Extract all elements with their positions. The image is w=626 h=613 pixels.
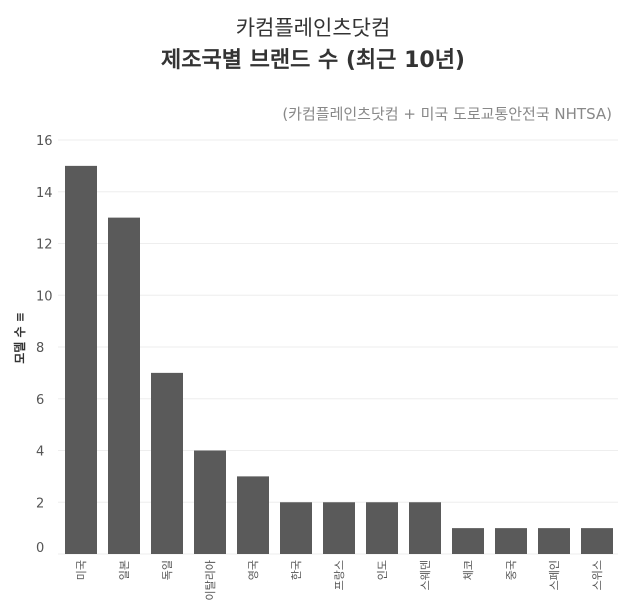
chart-source: (카컴플레인츠닷컴 + 미국 도로교통안전국 NHTSA)	[282, 105, 612, 123]
y-tick-label: 6	[36, 393, 44, 408]
y-tick-label: 4	[36, 445, 44, 460]
bar-5	[237, 476, 269, 554]
bar-12	[538, 528, 570, 554]
bar-10	[452, 528, 484, 554]
x-axis-ticks: 미국 일본 독일 이탈리아 영국 한국 프랑스 인도 스웨덴 체코 중국 스페인 스위스	[75, 560, 604, 600]
y-axis-label: 모델 수 ≡	[13, 312, 27, 364]
x-tick-label: 미국	[75, 560, 88, 580]
bars	[65, 165, 613, 554]
x-tick-label: 스웨덴	[419, 560, 432, 590]
y-tick-label: 16	[36, 134, 53, 149]
bar-3	[151, 372, 183, 554]
bar-11	[495, 528, 527, 554]
bar-13	[581, 528, 613, 554]
bar-4	[194, 450, 226, 554]
bar-6	[280, 502, 312, 554]
x-tick-label: 영국	[247, 560, 260, 580]
x-tick-label: 이탈리아	[204, 560, 217, 600]
grid-lines	[58, 139, 618, 555]
chart-title: 제조국별 브랜드 수 (최근 10년)	[160, 48, 465, 73]
y-tick-label: 14	[36, 186, 53, 201]
x-tick-label: 중국	[505, 560, 518, 580]
x-tick-label: 스페인	[548, 560, 561, 590]
bar-8	[366, 502, 398, 554]
x-tick-label: 한국	[290, 560, 303, 580]
y-axis-ticks: 0 2 4 6 8 10 12 14 16	[36, 134, 53, 556]
y-tick-label: 2	[36, 496, 44, 511]
y-tick-label: 12	[36, 238, 53, 253]
x-tick-label: 일본	[117, 560, 131, 580]
x-tick-label: 독일	[160, 560, 174, 580]
x-tick-label: 프랑스	[333, 560, 346, 590]
y-tick-label: 0	[36, 541, 44, 556]
bar-1	[65, 165, 97, 554]
x-tick-label: 인도	[376, 560, 389, 580]
bar-9	[409, 502, 441, 554]
x-tick-label: 스위스	[591, 560, 604, 590]
bar-7	[323, 502, 355, 554]
y-tick-label: 8	[36, 341, 44, 356]
x-tick-label: 체코	[462, 560, 475, 580]
bar-2	[108, 217, 140, 554]
y-tick-label: 10	[36, 289, 53, 304]
site-title: 카컴플레인츠닷컴	[235, 16, 391, 40]
